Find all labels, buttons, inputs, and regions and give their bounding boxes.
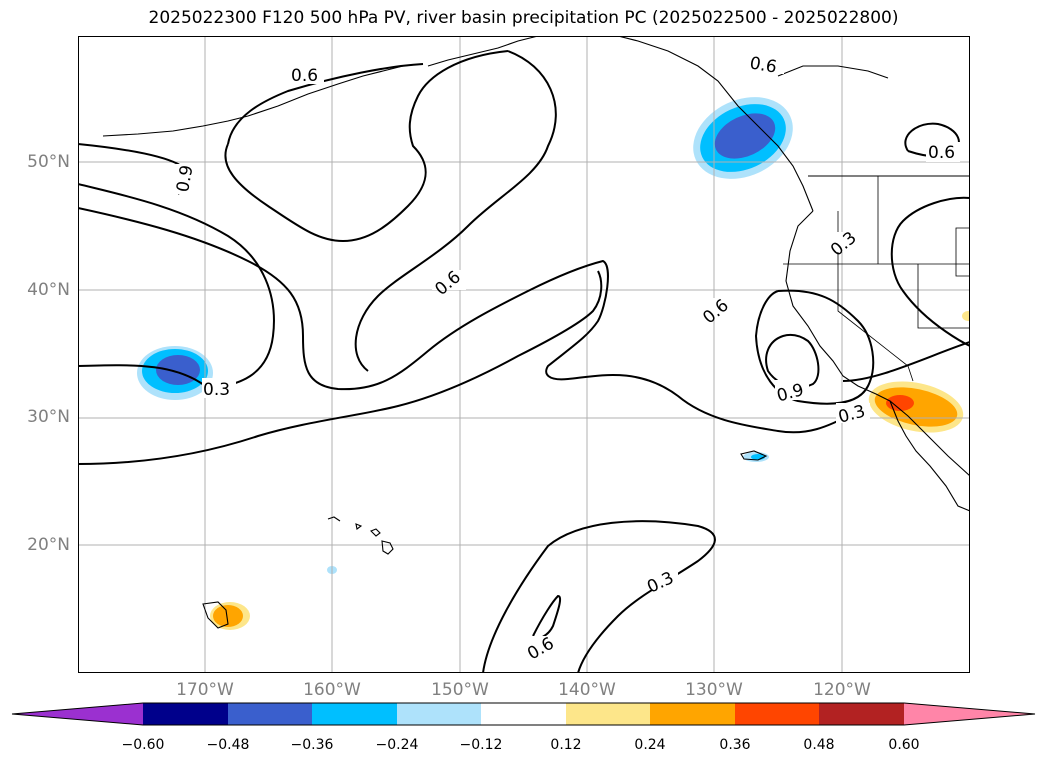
map-title: 2025022300 F120 500 hPa PV, river basin … — [148, 8, 899, 28]
contour-label-layer: 0.6 0.9 0.6 0.6 0.6 0.3 0.6 0.9 0.3 0.3 … — [173, 53, 960, 664]
contour-label: 0.6 — [748, 53, 778, 77]
colorbar-tick-label: −0.36 — [290, 737, 334, 753]
lat-label-30n: 30°N — [27, 407, 70, 427]
colorbar-segment — [650, 703, 735, 725]
colorbar-segment — [228, 703, 312, 725]
lat-label-50n: 50°N — [27, 152, 70, 172]
colorbar-tick-label: 0.12 — [550, 737, 582, 753]
colorbar-segment — [566, 703, 650, 725]
colorbar-segment — [481, 703, 566, 725]
lat-label-20n: 20°N — [27, 535, 70, 555]
map-plot-area: 0.6 0.9 0.6 0.6 0.6 0.3 0.6 0.9 0.3 0.3 … — [78, 36, 970, 673]
colorbar-extend-min — [12, 703, 143, 725]
graticule — [78, 36, 970, 673]
lon-label-120w: 120°W — [813, 680, 871, 700]
colorbar-tick-label: −0.60 — [121, 737, 165, 753]
contour-label: 0.9 — [173, 164, 197, 194]
lon-label-130w: 130°W — [685, 680, 743, 700]
colorbar-segment — [819, 703, 904, 725]
colorbar — [11, 702, 1036, 726]
pv-contours — [78, 50, 970, 673]
lon-label-140w: 140°W — [558, 680, 616, 700]
colorbar-tick-label: −0.48 — [206, 737, 250, 753]
colorbar-outline — [11, 702, 1036, 726]
colorbar-tick-label: 0.36 — [719, 737, 751, 753]
colorbar-segment — [397, 703, 481, 725]
colorbar-extend-max — [904, 703, 1035, 725]
map-border — [78, 36, 970, 673]
colorbar-tick-label: 0.48 — [803, 737, 835, 753]
coastlines — [102, 36, 970, 629]
lon-label-150w: 150°W — [431, 680, 489, 700]
lon-label-160w: 160°W — [303, 680, 361, 700]
precipitation-shading — [137, 97, 970, 630]
colorbar-tick-label: −0.24 — [375, 737, 419, 753]
contour-label: 0.6 — [928, 143, 955, 163]
lon-label-170w: 170°W — [176, 680, 234, 700]
colorbar-segment — [735, 703, 819, 725]
contour-label: 0.6 — [291, 66, 318, 86]
colorbar-tick-label: 0.24 — [634, 737, 666, 753]
contour-label: 0.3 — [203, 380, 230, 400]
colorbar-segments — [12, 703, 1035, 725]
colorbar-tick-label: −0.12 — [459, 737, 503, 753]
colorbar-tick-label: 0.60 — [888, 737, 920, 753]
colorbar-segment — [143, 703, 228, 725]
lat-label-40n: 40°N — [27, 280, 70, 300]
colorbar-segment — [312, 703, 397, 725]
